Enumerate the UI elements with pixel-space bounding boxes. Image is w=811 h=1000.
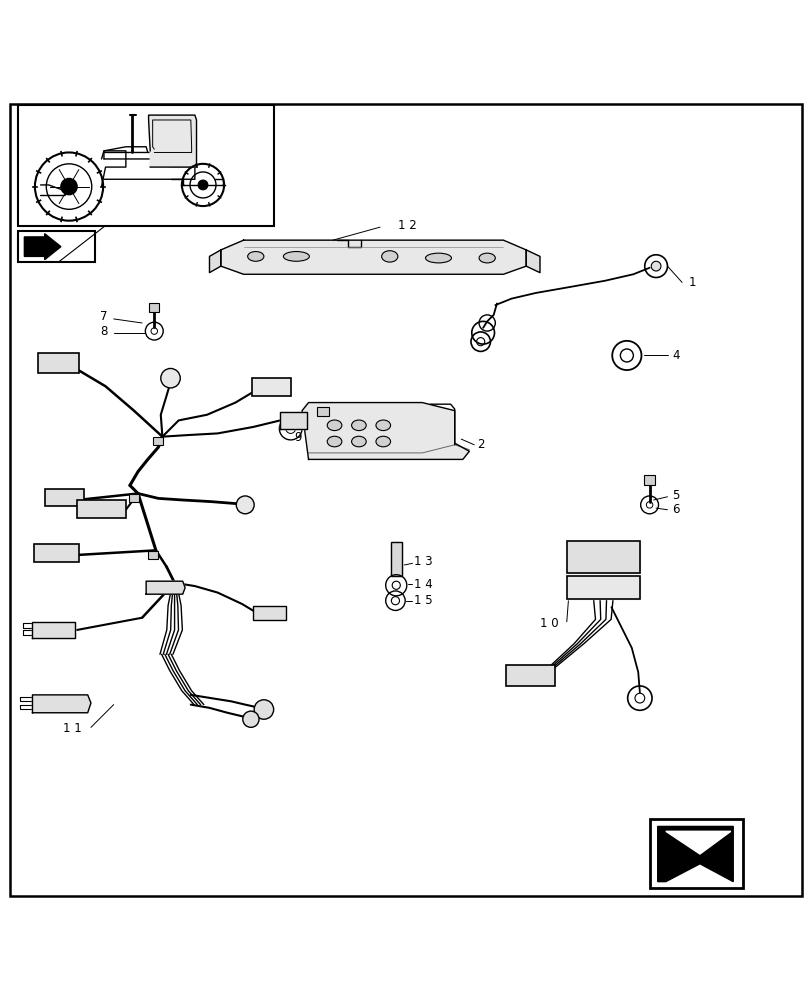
- Polygon shape: [32, 622, 75, 638]
- Circle shape: [161, 368, 180, 388]
- Text: 1 4: 1 4: [414, 578, 432, 591]
- Bar: [643, 475, 654, 485]
- Polygon shape: [390, 542, 401, 576]
- Bar: [251, 378, 290, 396]
- Ellipse shape: [283, 252, 309, 261]
- Text: 1 0: 1 0: [539, 617, 558, 630]
- Bar: [18, 231, 95, 262]
- Bar: [129, 494, 139, 502]
- Polygon shape: [566, 576, 639, 599]
- Text: 2: 2: [477, 438, 484, 451]
- Bar: [77, 500, 126, 518]
- Text: 7: 7: [100, 310, 107, 323]
- Circle shape: [236, 496, 254, 514]
- Ellipse shape: [327, 436, 341, 447]
- Bar: [566, 576, 639, 599]
- Text: 1 1: 1 1: [63, 722, 82, 735]
- Ellipse shape: [327, 420, 341, 431]
- Text: 9: 9: [294, 431, 301, 444]
- Ellipse shape: [247, 252, 264, 261]
- Ellipse shape: [381, 251, 397, 262]
- Text: 1: 1: [688, 276, 695, 289]
- Text: 1 5: 1 5: [414, 594, 432, 607]
- Bar: [253, 606, 285, 620]
- Text: 1 2: 1 2: [397, 219, 416, 232]
- Text: 5: 5: [672, 489, 679, 502]
- Polygon shape: [146, 581, 185, 594]
- Bar: [566, 541, 639, 573]
- Bar: [18, 105, 273, 226]
- Text: 8: 8: [100, 325, 107, 338]
- Text: 4: 4: [672, 349, 679, 362]
- Circle shape: [254, 700, 273, 719]
- Circle shape: [242, 711, 259, 727]
- Bar: [149, 303, 159, 312]
- Bar: [38, 353, 79, 373]
- Polygon shape: [32, 695, 91, 713]
- Polygon shape: [221, 240, 526, 274]
- Ellipse shape: [425, 253, 451, 263]
- Bar: [317, 407, 328, 416]
- Bar: [34, 544, 79, 562]
- Bar: [649, 819, 742, 888]
- Polygon shape: [148, 115, 196, 167]
- Ellipse shape: [351, 420, 366, 431]
- Bar: [390, 542, 401, 576]
- Bar: [505, 665, 554, 686]
- Bar: [153, 437, 163, 445]
- Text: 1 3: 1 3: [414, 555, 432, 568]
- Bar: [148, 551, 157, 559]
- Polygon shape: [280, 412, 307, 429]
- Polygon shape: [566, 541, 639, 573]
- Polygon shape: [665, 831, 730, 854]
- Polygon shape: [526, 250, 539, 273]
- Bar: [45, 489, 84, 506]
- Circle shape: [198, 180, 208, 190]
- Ellipse shape: [375, 420, 390, 431]
- Circle shape: [61, 178, 77, 195]
- Text: 6: 6: [672, 503, 679, 516]
- Polygon shape: [657, 826, 732, 882]
- Ellipse shape: [375, 436, 390, 447]
- Polygon shape: [302, 403, 469, 459]
- Ellipse shape: [351, 436, 366, 447]
- Text: 3: 3: [294, 416, 301, 429]
- Circle shape: [650, 261, 660, 271]
- Polygon shape: [24, 234, 61, 260]
- Ellipse shape: [478, 253, 495, 263]
- Polygon shape: [209, 250, 221, 273]
